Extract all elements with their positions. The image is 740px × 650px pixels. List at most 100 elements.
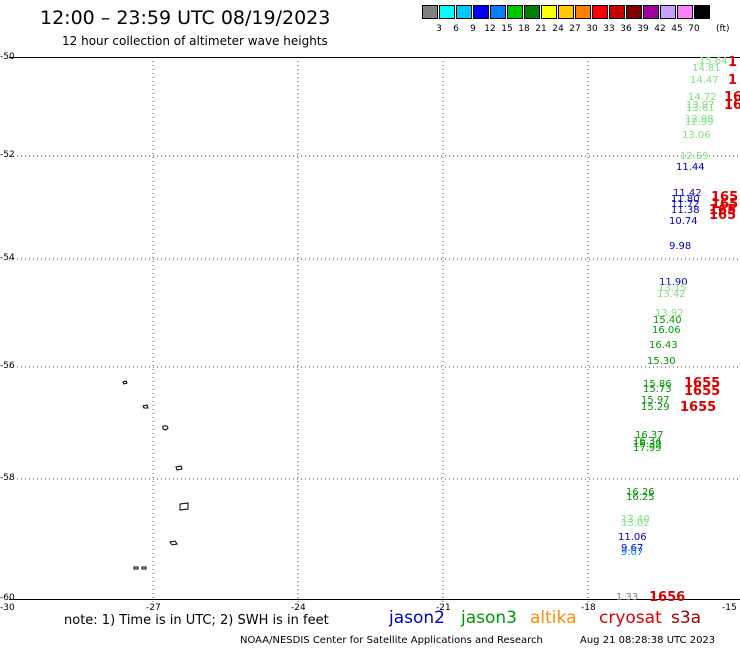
wave-height-label: 165 <box>711 190 739 205</box>
map-title: 12:00 – 23:59 UTC 08/19/2023 <box>40 7 331 29</box>
color-swatch <box>507 5 523 19</box>
wave-height-label: 15.73 <box>643 384 672 395</box>
credit-line: NOAA/NESDIS Center for Satellite Applica… <box>240 635 543 646</box>
wave-height-label: 16 <box>724 98 740 113</box>
color-scale-tick-label: 3 <box>436 24 442 34</box>
wave-height-label: 14.72 <box>688 92 717 103</box>
wave-height-label: 13.61 <box>686 103 715 114</box>
island-outline <box>169 540 178 546</box>
wave-height-label: 13.42 <box>657 289 686 300</box>
wave-height-label: 16.37 <box>635 430 664 441</box>
wave-height-label: 12.98 <box>685 114 714 125</box>
sat-label-cryosat: cryosat <box>599 608 662 628</box>
lat-label-56: -56 <box>0 361 15 371</box>
color-scale-tick-label: 6 <box>453 24 459 34</box>
color-scale-tick-label: 36 <box>620 24 632 34</box>
color-swatch <box>456 5 472 19</box>
island-outline <box>179 502 189 511</box>
wave-height-label: 9.07 <box>621 547 644 558</box>
wave-height-label: 1.33 <box>616 592 639 603</box>
color-scale-tick-label: 39 <box>637 24 649 34</box>
color-scale-tick-label: 45 <box>671 24 683 34</box>
wave-height-label: 1655 <box>680 400 717 415</box>
wave-height-label: 13.92 <box>655 308 684 319</box>
color-scale-tick-label: 70 <box>688 24 700 34</box>
lat-label-54: -54 <box>0 253 15 263</box>
wave-height-label: 1 <box>728 55 738 70</box>
wave-height-label: 16.43 <box>649 340 678 351</box>
color-scale-tick-label: 12 <box>484 24 496 34</box>
wave-height-label: 1656 <box>649 590 686 605</box>
color-swatch <box>592 5 608 19</box>
wave-height-label: 16.26 <box>626 487 655 498</box>
sat-label-s3a: s3a <box>671 608 702 628</box>
color-scale-unit: (ft) <box>716 24 730 34</box>
wave-height-label: 11.06 <box>618 532 647 543</box>
wave-height-label: 16.39 <box>633 439 662 450</box>
wave-height-label: 11.42 <box>673 188 702 199</box>
color-scale-tick-label: 27 <box>569 24 581 34</box>
wave-height-label: 165 <box>709 203 737 218</box>
island-outline <box>122 380 128 385</box>
wave-height-label: 14.81 <box>692 63 721 74</box>
wave-height-label: 16.34 <box>633 436 662 447</box>
color-scale-tick-label: 21 <box>535 24 547 34</box>
wave-height-label: 12.59 <box>680 151 709 162</box>
color-swatch <box>524 5 540 19</box>
lon-label-24: -24 <box>291 603 306 613</box>
wave-height-label: 15.97 <box>641 395 670 406</box>
map-plot-area <box>9 57 740 602</box>
wave-height-label: 17.99 <box>633 443 662 454</box>
wave-height-label: 11.72 <box>671 199 700 210</box>
lat-label-60: -60 <box>0 593 15 603</box>
wave-height-label: 16 <box>724 90 740 105</box>
color-swatch <box>490 5 506 19</box>
wave-height-label: 13.15 <box>658 283 687 294</box>
lon-label-18: -18 <box>581 603 596 613</box>
wave-height-label: 1 <box>728 73 738 88</box>
lat-label-58: -58 <box>0 473 15 483</box>
wave-height-label: 165 <box>711 197 739 212</box>
wave-height-label: 15.40 <box>653 315 682 326</box>
color-scale-tick-label: 42 <box>654 24 666 34</box>
sat-label-jason3: jason3 <box>461 608 517 628</box>
wave-height-label: 16.06 <box>652 325 681 336</box>
lon-label-30: -30 <box>0 603 15 613</box>
wave-height-label: 14.47 <box>690 75 719 86</box>
color-swatch <box>626 5 642 19</box>
color-swatch <box>609 5 625 19</box>
color-scale-tick-label: 24 <box>552 24 564 34</box>
island-outline <box>133 566 139 570</box>
wave-height-label: 9.67 <box>621 543 644 554</box>
color-swatch <box>473 5 489 19</box>
island-outline <box>175 465 183 471</box>
wave-height-label: 16.25 <box>626 492 655 503</box>
color-scale-tick-label: 15 <box>501 24 513 34</box>
map-subtitle: 12 hour collection of altimeter wave hei… <box>62 34 328 48</box>
generation-timestamp: Aug 21 08:28:38 UTC 2023 <box>580 635 716 646</box>
map-frame <box>9 57 740 600</box>
wave-height-label: 15.86 <box>643 379 672 390</box>
color-swatch <box>439 5 455 19</box>
wave-height-label: 13.06 <box>682 130 711 141</box>
color-swatch <box>694 5 710 19</box>
lat-label-52: -52 <box>0 150 15 160</box>
island-outline <box>141 566 147 570</box>
wave-height-label: 15.64 <box>699 56 728 67</box>
wave-height-label: 13.40 <box>621 514 650 525</box>
wave-height-label: 9.98 <box>669 241 692 252</box>
wave-height-label: 13.02 <box>621 518 650 529</box>
wave-height-label: 11.80 <box>671 194 700 205</box>
color-scale-tick-label: 30 <box>586 24 598 34</box>
color-swatch <box>677 5 693 19</box>
lon-label-21: -21 <box>436 603 451 613</box>
sat-label-altika: altika <box>530 608 577 628</box>
wave-height-label: 15.30 <box>647 356 676 367</box>
color-scale-tick-label: 18 <box>518 24 530 34</box>
color-scale-tick-label: 33 <box>603 24 615 34</box>
color-swatch <box>558 5 574 19</box>
wave-height-label: 11.38 <box>671 205 700 216</box>
color-swatch <box>643 5 659 19</box>
wave-height-label: 10.74 <box>669 216 698 227</box>
